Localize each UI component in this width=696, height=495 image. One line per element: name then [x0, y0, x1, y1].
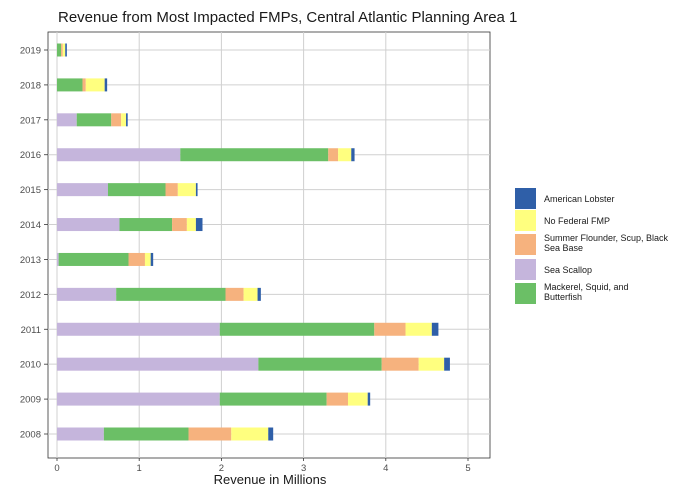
bar-segment: [431, 322, 439, 336]
bar-segment: [165, 183, 178, 197]
y-tick-label: 2013: [20, 255, 41, 266]
bar-segment: [225, 287, 244, 301]
bars: [57, 43, 450, 441]
bar-segment: [57, 78, 83, 92]
bar-segment: [326, 392, 348, 406]
legend-key: [515, 210, 536, 231]
legend-label: No Federal FMP: [544, 216, 610, 226]
y-axis-ticks: 2008 2009 2010 2011 2012 2013 2014 2015 2016 2017…: [20, 46, 48, 441]
bar-segment: [195, 183, 198, 197]
x-axis-ticks: 0 1 2 3 4 5: [54, 458, 471, 474]
legend-label: Sea Base: [544, 243, 583, 253]
legend: American Lobster No Federal FMP Summer Flo…: [515, 188, 669, 304]
y-tick-label: 2015: [20, 185, 41, 196]
y-tick-label: 2012: [20, 290, 41, 301]
y-tick-label: 2011: [21, 325, 41, 336]
y-tick-label: 2010: [20, 360, 41, 371]
bar-segment: [111, 113, 122, 127]
bar-segment: [381, 357, 419, 371]
bar-segment: [61, 43, 63, 57]
bar-segment: [243, 287, 258, 301]
bar-segment: [172, 218, 187, 232]
y-tick-label: 2019: [20, 46, 41, 57]
bar-segment: [65, 43, 67, 57]
bar-segment: [188, 427, 232, 441]
y-tick-label: 2014: [20, 220, 41, 231]
legend-key: [515, 234, 536, 255]
x-tick-label: 0: [54, 463, 59, 474]
bar-segment: [119, 218, 173, 232]
bar-segment: [58, 252, 129, 266]
x-tick-label: 1: [137, 463, 142, 474]
bar-segment: [57, 427, 104, 441]
legend-label: Summer Flounder, Scup, Black: [544, 233, 669, 243]
bar-segment: [374, 322, 406, 336]
legend-label: Sea Scallop: [544, 265, 592, 275]
bar-segment: [57, 43, 62, 57]
bar-segment: [62, 43, 66, 57]
bar-segment: [126, 113, 128, 127]
bar-segment: [76, 113, 112, 127]
y-tick-label: 2008: [20, 430, 41, 441]
y-tick-label: 2017: [20, 115, 41, 126]
x-tick-label: 4: [383, 463, 388, 474]
bar-segment: [57, 287, 117, 301]
bar-segment: [347, 392, 368, 406]
bar-segment: [268, 427, 274, 441]
bar-segment: [231, 427, 269, 441]
bar-segment: [367, 392, 371, 406]
bar-segment: [186, 218, 196, 232]
chart-title: Revenue from Most Impacted FMPs, Central…: [58, 9, 517, 26]
x-tick-label: 5: [465, 463, 470, 474]
y-tick-label: 2016: [20, 150, 41, 161]
bar-segment: [57, 392, 220, 406]
bar-segment: [351, 148, 355, 162]
bar-segment: [121, 113, 127, 127]
bar-segment: [180, 148, 329, 162]
bar-segment: [219, 322, 375, 336]
bar-segment: [57, 183, 108, 197]
plot-panel: [47, 31, 491, 459]
x-tick-label: 3: [301, 463, 306, 474]
bar-segment: [57, 218, 120, 232]
bar-segment: [195, 218, 203, 232]
bar-segment: [85, 78, 105, 92]
legend-key: [515, 188, 536, 209]
bar-segment: [82, 78, 86, 92]
bar-segment: [150, 252, 154, 266]
bar-segment: [219, 392, 327, 406]
bar-segment: [328, 148, 339, 162]
bar-segment: [107, 183, 166, 197]
legend-label: American Lobster: [544, 194, 615, 204]
x-axis-label: Revenue in Millions: [214, 472, 327, 487]
x-tick-label: 2: [219, 463, 224, 474]
legend-key: [515, 259, 536, 280]
bar-segment: [128, 252, 145, 266]
bar-segment: [258, 357, 382, 371]
bar-segment: [57, 357, 259, 371]
legend-label: Mackerel, Squid, and: [544, 282, 629, 292]
bar-segment: [57, 322, 220, 336]
bar-segment: [177, 183, 196, 197]
bar-segment: [418, 357, 445, 371]
bar-segment: [444, 357, 450, 371]
bar-segment: [57, 113, 77, 127]
bar-segment: [257, 287, 261, 301]
bar-segment: [144, 252, 151, 266]
bar-segment: [116, 287, 226, 301]
bar-segment: [405, 322, 432, 336]
bar-segment: [104, 78, 108, 92]
y-tick-label: 2009: [20, 395, 41, 406]
legend-label: Butterfish: [544, 292, 582, 302]
bar-segment: [57, 148, 181, 162]
bar-segment: [57, 252, 59, 266]
y-tick-label: 2018: [20, 80, 41, 91]
bar-segment: [338, 148, 352, 162]
bar-segment: [103, 427, 189, 441]
legend-key: [515, 283, 536, 304]
